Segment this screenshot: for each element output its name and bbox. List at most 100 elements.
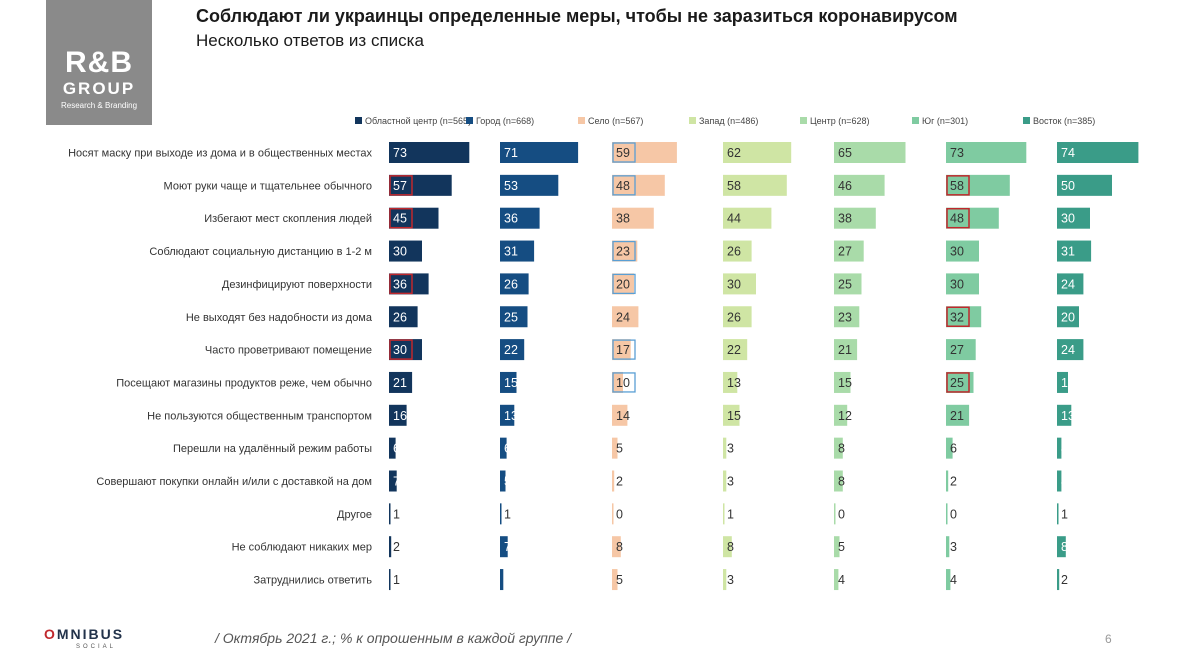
data-label: 46	[838, 179, 852, 193]
data-label: 74	[1061, 146, 1075, 160]
bar	[500, 174, 559, 196]
logo-main-text: R&B	[65, 46, 133, 79]
bar	[500, 404, 515, 426]
omnibus-logo: OMNIBUS	[44, 626, 124, 642]
data-label: 2	[616, 475, 623, 489]
data-label: 48	[950, 212, 964, 226]
data-label: 21	[393, 376, 407, 390]
legend-label: Восток (n=385)	[1033, 116, 1095, 126]
data-label: 8	[838, 442, 845, 456]
data-label: 25	[504, 310, 518, 324]
category-label: Не выходят без надобности из дома	[186, 312, 373, 324]
rb-group-logo: R&B GROUP Research & Branding	[46, 0, 152, 125]
legend-swatch	[689, 117, 696, 124]
category-label: Не пользуются общественным транспортом	[147, 410, 372, 422]
data-label: 31	[504, 245, 518, 259]
data-label: 10	[616, 376, 630, 390]
data-label: 53	[504, 179, 518, 193]
highlight-box	[612, 273, 636, 295]
data-label: 38	[838, 212, 852, 226]
bar	[834, 306, 860, 328]
data-label: 44	[727, 212, 741, 226]
highlight-box	[612, 175, 636, 196]
category-label: Избегают мест скопления людей	[204, 213, 372, 225]
data-label: 5	[616, 573, 623, 587]
category-label: Носят маску при выходе из дома и в общес…	[68, 148, 372, 160]
data-label: 6	[504, 442, 511, 456]
category-label: Другое	[337, 509, 372, 521]
legend-label: Село (n=567)	[588, 116, 643, 126]
category-label: Моют руки чаще и тщательнее обычного	[164, 180, 372, 192]
data-label: 26	[727, 310, 741, 324]
data-label: 7	[504, 540, 511, 554]
bar	[389, 240, 422, 262]
bar	[1057, 273, 1084, 295]
legend-label: Запад (n=486)	[699, 116, 758, 126]
bar	[723, 404, 740, 426]
bar	[389, 306, 418, 328]
data-label: 5	[504, 475, 511, 489]
bar	[946, 503, 948, 525]
legend-label: Город (n=668)	[476, 116, 534, 126]
legend-swatch	[466, 117, 473, 124]
data-label: 4	[1061, 475, 1068, 489]
bar	[1057, 339, 1084, 361]
data-label: 13	[1061, 409, 1075, 423]
data-label: 23	[838, 310, 852, 324]
data-label: 26	[504, 277, 518, 291]
data-label: 14	[616, 409, 630, 423]
legend-swatch	[800, 117, 807, 124]
bar	[1057, 240, 1092, 262]
bar	[500, 240, 535, 262]
highlight-box	[389, 339, 413, 360]
legend-swatch	[1023, 117, 1030, 124]
omnibus-logo-rest: MNIBUS	[56, 626, 125, 642]
data-label: 45	[393, 212, 407, 226]
bar	[723, 142, 792, 163]
data-label: 4	[950, 573, 957, 587]
data-label: 10	[1061, 376, 1075, 390]
data-label: 73	[393, 146, 407, 160]
data-label: 1	[504, 507, 511, 521]
bar	[723, 503, 725, 525]
bar	[946, 142, 1027, 163]
highlight-box	[389, 175, 413, 196]
bar	[500, 437, 507, 459]
data-label: 36	[393, 277, 407, 291]
data-label: 30	[393, 343, 407, 357]
bar	[946, 174, 1010, 196]
bar	[723, 371, 738, 393]
highlight-box	[389, 207, 413, 229]
bar	[723, 536, 732, 558]
page-subtitle: Несколько ответов из списка	[196, 31, 424, 50]
bar	[500, 273, 529, 295]
bar	[1057, 437, 1062, 459]
bar	[612, 470, 615, 492]
bar	[946, 339, 976, 361]
omnibus-logo-o: O	[44, 626, 57, 642]
data-label: 6	[950, 442, 957, 456]
bar	[723, 207, 772, 229]
bar	[500, 536, 508, 558]
bar	[389, 174, 452, 196]
category-label: Не соблюдают никаких мер	[232, 542, 372, 554]
footnote: / Октябрь 2021 г.; % к опрошенным в кажд…	[215, 630, 572, 646]
bar	[389, 273, 429, 295]
bar	[612, 174, 665, 196]
bar	[1057, 404, 1072, 426]
bar	[723, 339, 748, 361]
data-label: 2	[1061, 573, 1068, 587]
data-label: 4	[838, 573, 845, 587]
data-label: 1	[393, 573, 400, 587]
bar	[834, 273, 862, 295]
bar	[723, 174, 787, 196]
page-number: 6	[1105, 632, 1112, 646]
data-label: 8	[727, 540, 734, 554]
category-label: Соблюдают социальную дистанцию в 1-2 м	[149, 246, 372, 258]
bar	[389, 470, 397, 492]
bar	[834, 339, 858, 361]
highlight-box	[946, 207, 970, 229]
data-label: 26	[727, 245, 741, 259]
bar	[500, 371, 517, 393]
bar	[723, 273, 756, 295]
